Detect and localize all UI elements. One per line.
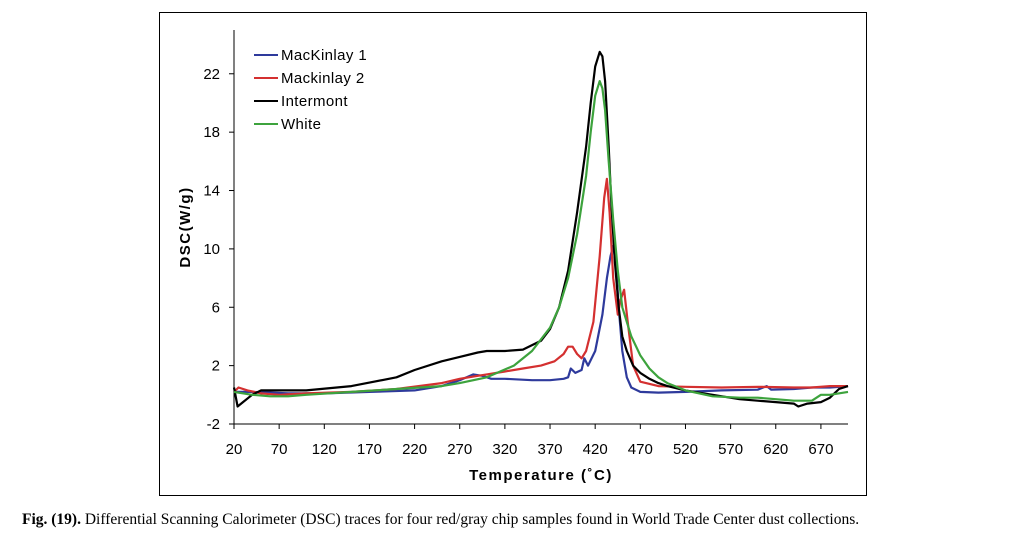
- x-tick-label: 320: [492, 441, 517, 458]
- y-tick-label: 22: [203, 66, 220, 83]
- x-tick-label: 20: [226, 441, 243, 458]
- x-tick-label: 270: [447, 441, 472, 458]
- legend: MacKinlay 1 Mackinlay 2 Intermont White: [254, 47, 367, 133]
- y-tick-label: 2: [212, 358, 220, 375]
- legend-label: White: [281, 116, 321, 133]
- series-lines: [232, 50, 849, 408]
- series-line-intermont: [232, 50, 849, 408]
- y-tick-label: 10: [203, 241, 220, 258]
- axis-ticks: 20 70 120 170 220 270 320 370 420 470 520 570 620 670…: [203, 66, 833, 458]
- y-tick-label: -2: [207, 416, 220, 433]
- x-tick-label: 370: [538, 441, 563, 458]
- y-tick-label: 18: [203, 124, 220, 141]
- x-tick-label: 570: [718, 441, 743, 458]
- y-tick-label: 14: [203, 183, 220, 200]
- chart-frame: [159, 12, 867, 496]
- legend-label: Mackinlay 2: [281, 70, 365, 87]
- legend-label: MacKinlay 1: [281, 47, 367, 64]
- figure-caption: Fig. (19). Differential Scanning Calorim…: [22, 511, 1012, 529]
- x-tick-label: 220: [402, 441, 427, 458]
- x-tick-label: 470: [628, 441, 653, 458]
- x-tick-label: 120: [312, 441, 337, 458]
- x-axis-title: Temperature (˚C): [469, 467, 613, 484]
- x-tick-label: 670: [808, 441, 833, 458]
- y-tick-label: 6: [212, 299, 220, 316]
- dsc-chart: 20 70 120 170 220 270 320 370 420 470 520 570 620 670…: [177, 30, 849, 484]
- x-tick-label: 170: [357, 441, 382, 458]
- series-line-mackinlay-1: [234, 244, 849, 395]
- x-tick-label: 70: [271, 441, 288, 458]
- figure-label: Fig. (19).: [22, 511, 81, 528]
- x-tick-label: 420: [583, 441, 608, 458]
- y-axis-title: DSC(W/g): [177, 186, 194, 267]
- series-line-mackinlay-2: [233, 177, 848, 396]
- legend-label: Intermont: [281, 93, 348, 110]
- series-line-white: [233, 79, 849, 402]
- plot-axes: [233, 30, 848, 425]
- x-tick-label: 620: [763, 441, 788, 458]
- caption-text: Differential Scanning Calorimeter (DSC) …: [84, 511, 860, 528]
- x-tick-label: 520: [673, 441, 698, 458]
